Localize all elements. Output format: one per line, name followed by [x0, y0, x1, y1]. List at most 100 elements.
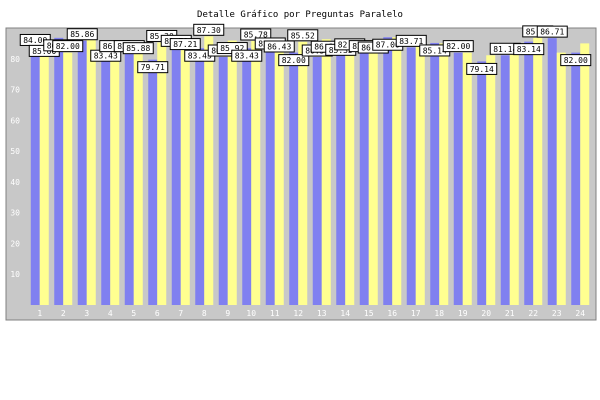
data-label-box [442, 40, 474, 53]
data-label: 85.88 [126, 44, 150, 53]
bar-series-2 [86, 38, 96, 306]
data-label-box [122, 42, 154, 55]
chart-title: Detalle Gráfico por Preguntas Paralelo [197, 10, 403, 20]
x-tick-label: 20 [481, 309, 491, 318]
bar-series-1 [312, 57, 322, 306]
bar-series-1 [77, 40, 87, 305]
data-label-box [231, 49, 263, 62]
bar-series-2 [39, 43, 49, 306]
data-label-box [278, 54, 310, 67]
bar-series-1 [524, 41, 534, 306]
x-tick-label: 23 [552, 309, 562, 318]
x-tick-label: 18 [434, 309, 444, 318]
y-tick-label: 50 [10, 147, 20, 156]
data-label-box [513, 43, 545, 56]
bar-series-2 [298, 41, 308, 305]
x-tick-label: 14 [340, 309, 350, 318]
data-label-box [52, 40, 84, 53]
x-tick-label: 22 [528, 309, 538, 318]
x-tick-label: 6 [155, 309, 160, 318]
bar-series-1 [383, 37, 393, 305]
data-label: 83.71 [399, 37, 423, 46]
bar-series-1 [430, 42, 440, 305]
bar-series-2 [580, 43, 590, 306]
x-tick-label: 17 [411, 309, 421, 318]
data-label: 86.71 [540, 28, 564, 37]
bar-series-1 [359, 52, 369, 305]
x-tick-label: 21 [505, 309, 515, 318]
bar-series-1 [30, 46, 40, 305]
data-label-box [137, 61, 169, 74]
data-label-box [287, 29, 319, 42]
data-label-box [466, 62, 498, 75]
data-label: 87.30 [197, 26, 221, 35]
bar-series-2 [110, 52, 120, 305]
bar-series-2 [368, 40, 378, 305]
x-tick-label: 15 [364, 309, 374, 318]
data-label: 79.71 [141, 63, 165, 72]
x-tick-label: 9 [225, 309, 230, 318]
bar-series-2 [415, 42, 425, 305]
data-label: 86.43 [267, 42, 291, 51]
bar-series-2 [392, 37, 402, 305]
x-tick-label: 8 [202, 309, 207, 318]
x-tick-label: 13 [317, 309, 327, 318]
x-tick-label: 24 [575, 309, 585, 318]
bar-series-1 [500, 55, 510, 306]
data-label: 85.78 [244, 30, 268, 39]
x-tick-label: 7 [178, 309, 183, 318]
data-label: 84.00 [23, 36, 47, 45]
bar-series-1 [124, 52, 134, 305]
x-tick-label: 10 [246, 309, 256, 318]
data-label-box [395, 34, 427, 47]
bar-series-1 [453, 52, 463, 305]
bar-series-1 [101, 48, 111, 305]
bar-series-1 [265, 49, 275, 305]
bar-series-2 [157, 42, 167, 306]
y-tick-label: 20 [10, 239, 20, 248]
bar-series-1 [148, 59, 158, 305]
y-tick-label: 30 [10, 209, 20, 218]
data-label: 87.00 [376, 41, 400, 50]
bar-series-2 [251, 40, 261, 306]
data-label-box [263, 40, 295, 53]
bar-series-2 [533, 37, 543, 305]
x-tick-label: 5 [131, 309, 136, 318]
y-tick-label: 60 [10, 116, 20, 125]
bar-series-2 [63, 52, 73, 305]
bar-series-2 [321, 39, 331, 306]
x-tick-label: 1 [37, 309, 42, 318]
bar-series-2 [180, 36, 190, 305]
bar-series-2 [509, 49, 519, 305]
x-tick-label: 3 [84, 309, 89, 318]
data-label-box [536, 25, 568, 38]
bar-series-1 [242, 48, 252, 305]
data-label: 82.00 [56, 42, 80, 51]
data-label: 82.00 [282, 56, 306, 65]
data-label-box [193, 23, 225, 36]
data-label: 83.43 [94, 52, 118, 61]
data-label: 85.92 [220, 44, 244, 53]
bar-series-2 [486, 55, 496, 306]
bar-series-2 [133, 40, 143, 305]
bar-series-1 [571, 52, 581, 305]
bar-series-1 [171, 47, 181, 305]
bar-series-1 [336, 42, 346, 305]
x-tick-label: 4 [108, 309, 113, 318]
bar-series-1 [406, 47, 416, 305]
data-label: 83.14 [517, 45, 541, 54]
bar-series-1 [54, 37, 64, 306]
data-label: 87.21 [173, 40, 197, 49]
data-label: 85.00 [32, 47, 56, 56]
data-label: 79.14 [470, 65, 494, 74]
x-tick-label: 11 [270, 309, 280, 318]
data-label-box [169, 38, 201, 51]
data-label: 82.00 [564, 56, 588, 65]
data-label-box [560, 54, 592, 67]
bar-series-2 [462, 52, 472, 305]
data-label: 85.14 [423, 46, 447, 55]
bar-series-1 [289, 52, 299, 305]
bar-series-2 [345, 50, 355, 305]
